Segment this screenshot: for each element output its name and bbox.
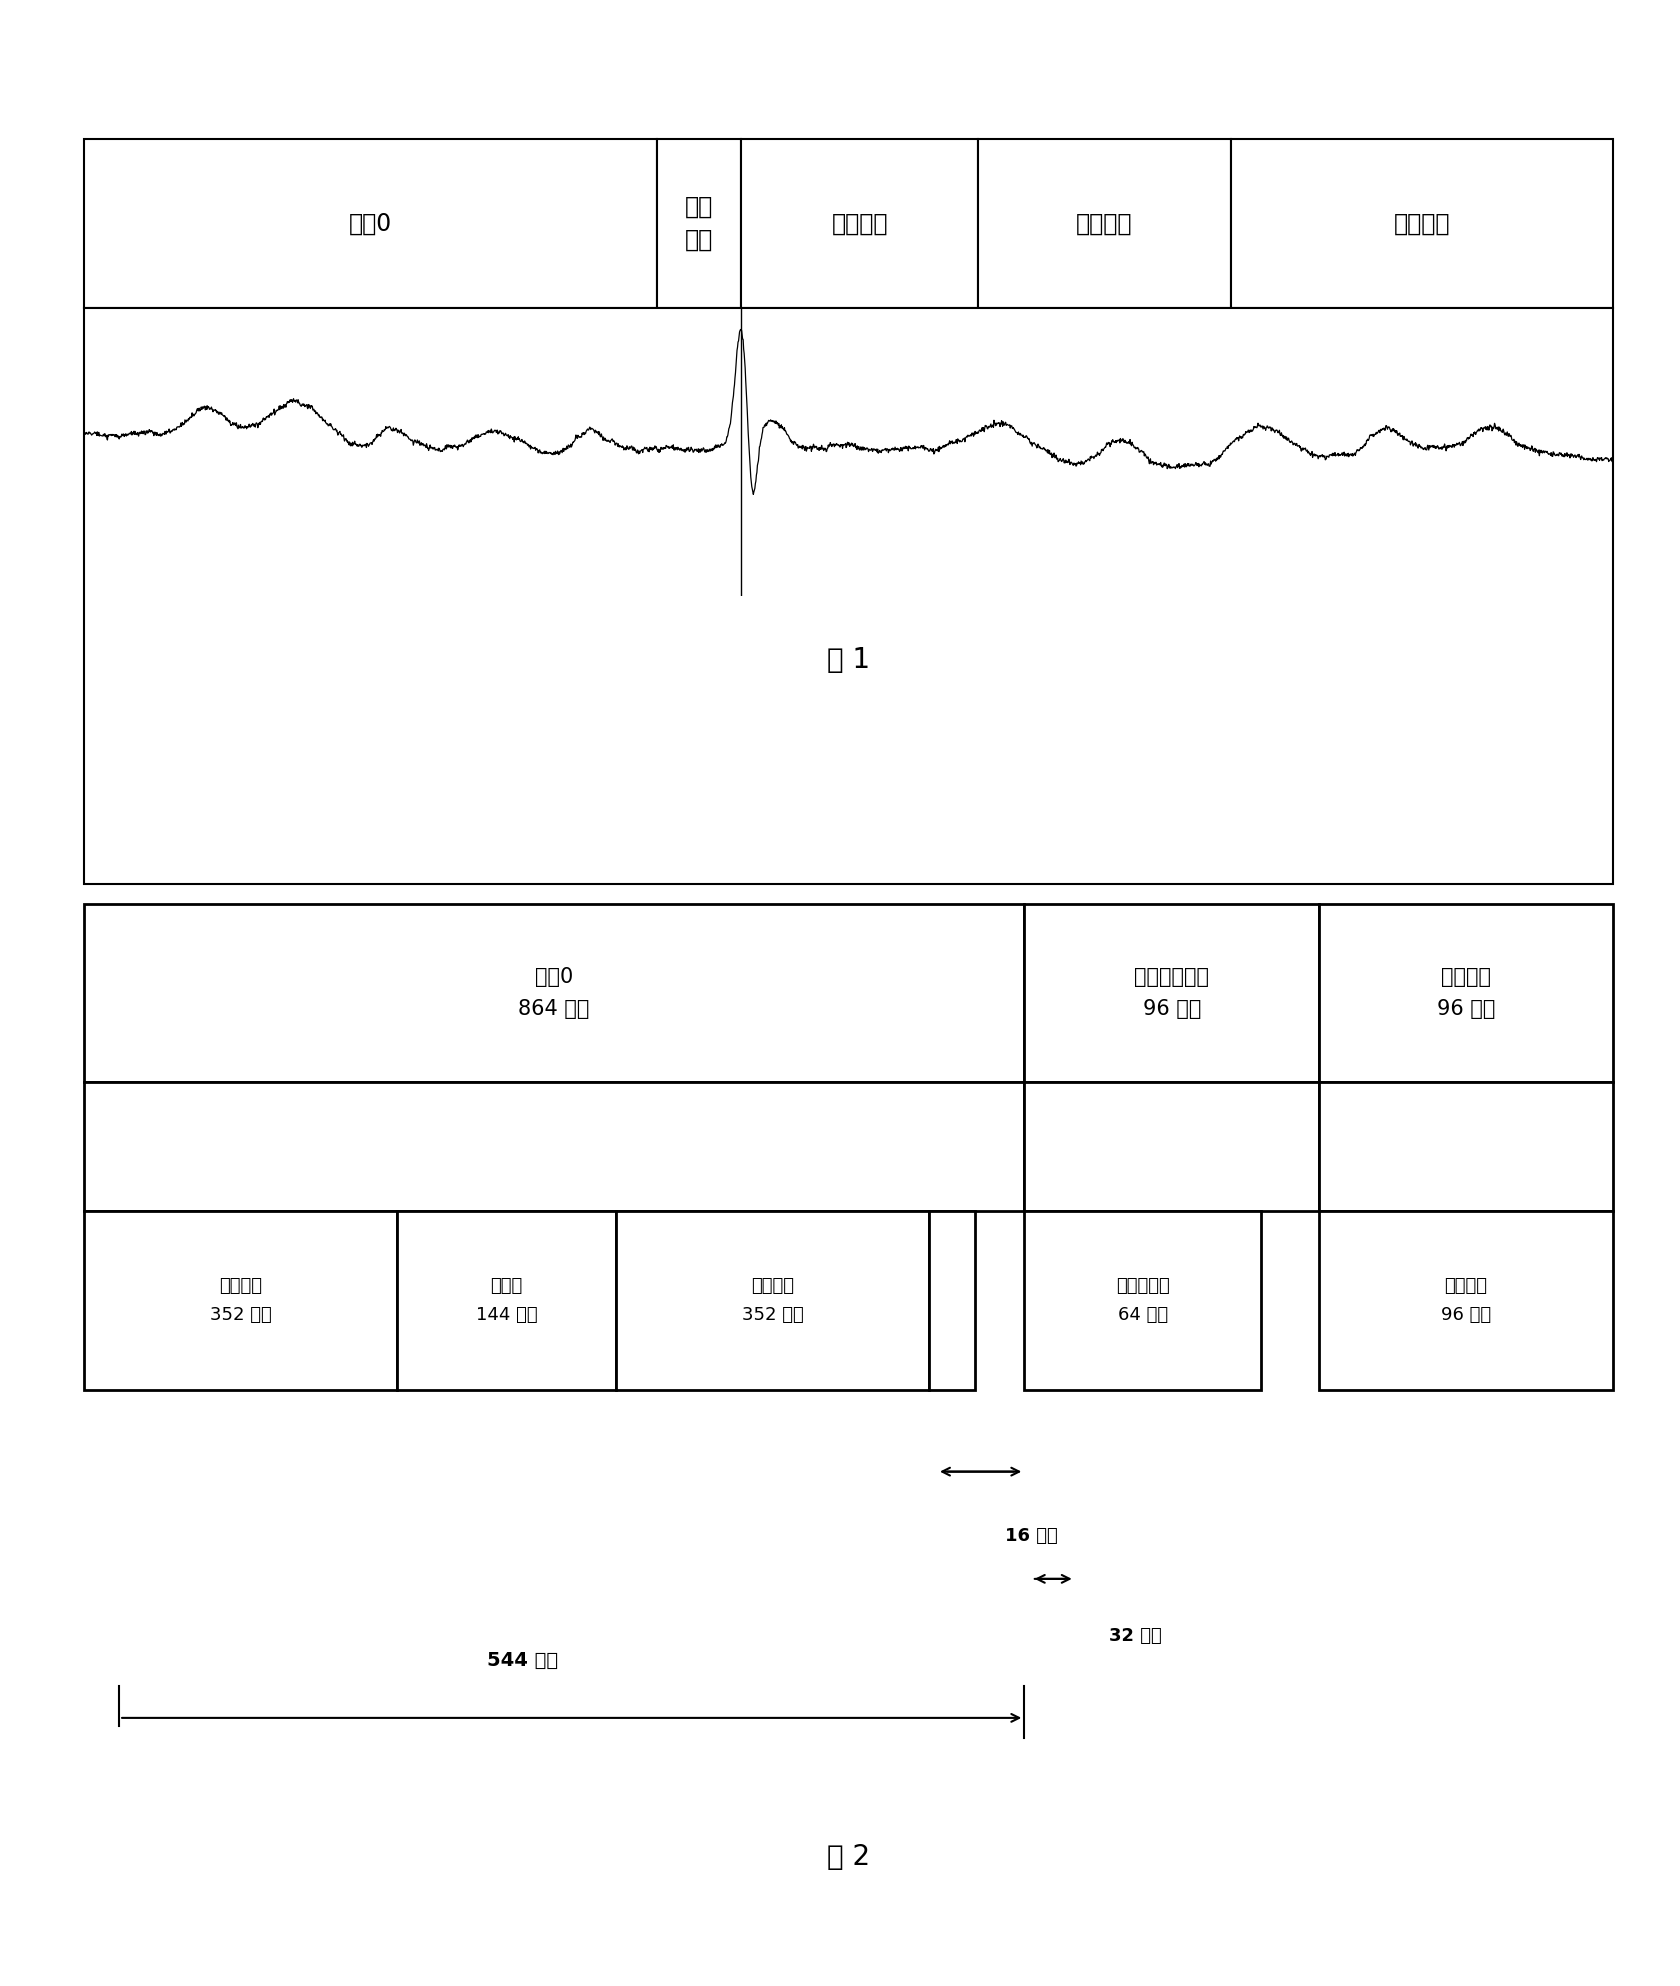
Bar: [741, 139, 978, 308]
Text: 下行导频时隙
96 码片: 下行导频时隙 96 码片: [1134, 967, 1210, 1019]
Text: 保护
间隔: 保护 间隔: [685, 195, 714, 252]
Text: 下行导频: 下行导频: [832, 211, 889, 236]
Bar: [84, 904, 1025, 1082]
Text: 时陑0: 时陑0: [349, 211, 391, 236]
Bar: [84, 1082, 1025, 1211]
Text: 上行导频: 上行导频: [1393, 211, 1450, 236]
Text: 下行同步码
64 码片: 下行同步码 64 码片: [1116, 1277, 1169, 1325]
Bar: [1025, 1082, 1319, 1211]
Bar: [978, 139, 1231, 308]
Text: 544 码片: 544 码片: [487, 1650, 558, 1670]
Bar: [929, 1211, 976, 1390]
Bar: [1319, 1082, 1613, 1211]
Text: 保护间隔
96 码片: 保护间隔 96 码片: [1441, 1277, 1492, 1325]
Bar: [1231, 139, 1613, 308]
Bar: [398, 1211, 617, 1390]
Bar: [1025, 1211, 1262, 1390]
Text: 保护间隔
96 码片: 保护间隔 96 码片: [1436, 967, 1495, 1019]
Bar: [1319, 904, 1613, 1082]
Bar: [84, 139, 657, 308]
Bar: [657, 139, 741, 308]
Text: 保护间隔: 保护间隔: [1077, 211, 1132, 236]
Text: 时陑0
864 码片: 时陑0 864 码片: [519, 967, 590, 1019]
Text: 数据符号
352 码片: 数据符号 352 码片: [743, 1277, 803, 1325]
Text: 数据符号
352 码片: 数据符号 352 码片: [210, 1277, 272, 1325]
Text: 图 1: 图 1: [827, 645, 870, 675]
Text: 中间码
144 码片: 中间码 144 码片: [475, 1277, 538, 1325]
Bar: [1319, 1211, 1613, 1390]
Bar: [1025, 904, 1319, 1082]
Text: 16 码片: 16 码片: [1006, 1527, 1058, 1545]
Bar: [84, 1211, 398, 1390]
Text: 32 码片: 32 码片: [1109, 1627, 1163, 1644]
Text: 图 2: 图 2: [827, 1843, 870, 1871]
Bar: [617, 1211, 929, 1390]
